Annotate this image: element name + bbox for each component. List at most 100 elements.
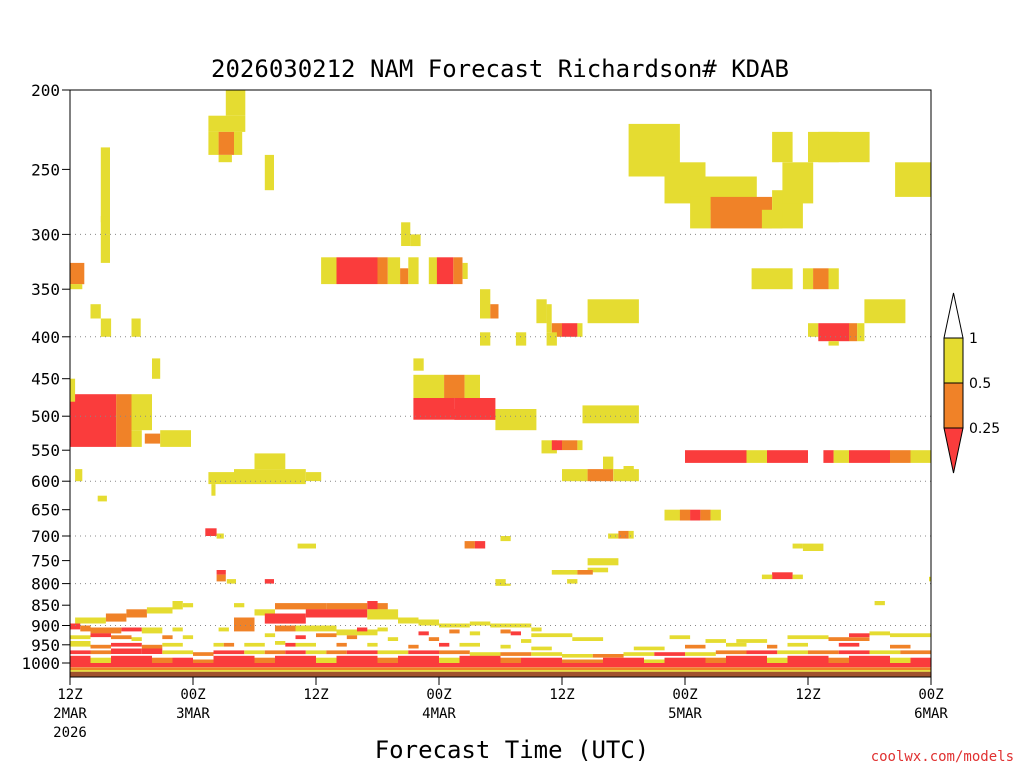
ri-cell-lt-025 xyxy=(121,627,142,632)
ri-cell-05-1 xyxy=(336,629,378,636)
ri-cell-05-1 xyxy=(162,642,183,647)
ri-cell-05-1 xyxy=(608,533,619,539)
ri-cell-lt-025 xyxy=(685,450,747,463)
ri-cell-05-1 xyxy=(623,652,655,656)
ri-cell-05-1 xyxy=(141,627,163,634)
ri-cell-05-1 xyxy=(410,234,421,247)
ri-cell-05-1 xyxy=(439,657,460,664)
ri-cell-05-1 xyxy=(536,299,547,324)
ri-cell-lt-025 xyxy=(70,650,91,655)
ri-cell-lt-025 xyxy=(413,398,455,410)
ri-cell-05-1 xyxy=(792,574,803,580)
ri-cell-lt-025 xyxy=(690,509,701,521)
ri-cell-025-05 xyxy=(685,644,706,649)
ri-cell-025-05 xyxy=(162,635,173,640)
ri-cell-05-1 xyxy=(874,601,885,606)
ri-cell-05-1 xyxy=(218,627,229,632)
ri-cell-05-1 xyxy=(895,162,931,197)
ri-cell-025-05 xyxy=(890,450,911,463)
ri-cell-05-1 xyxy=(531,652,563,656)
ri-cell-05-1 xyxy=(500,583,511,586)
x-tick-label: 6MAR xyxy=(914,706,948,722)
ri-cell-05-1 xyxy=(100,234,110,263)
ri-cell-025-05 xyxy=(223,642,235,647)
y-tick-label: 550 xyxy=(31,441,60,460)
ri-cell-05-1 xyxy=(305,472,322,482)
ri-cell-05-1 xyxy=(70,284,83,290)
ri-cell-025-05 xyxy=(234,617,255,626)
ri-cell-05-1 xyxy=(582,405,639,424)
ri-cell-025-05 xyxy=(116,394,132,447)
ri-cell-025-05 xyxy=(316,633,337,638)
ri-cell-lt-025 xyxy=(910,657,931,664)
y-tick-label: 250 xyxy=(31,160,60,179)
ri-cell-05-1 xyxy=(439,623,470,628)
ri-cell-lt-025 xyxy=(141,648,163,654)
colorbar-lt025 xyxy=(943,427,964,474)
ri-cell-05-1 xyxy=(213,642,224,647)
ri-cell-05-1 xyxy=(321,257,337,285)
ri-cell-lt-025 xyxy=(264,613,306,624)
ri-cell-lt-025 xyxy=(367,601,378,610)
ri-cell-lt-025 xyxy=(336,655,378,663)
ri-cell-05-1 xyxy=(869,631,890,636)
ri-cell-05-1 xyxy=(633,646,665,651)
ri-cell-025-05 xyxy=(326,650,347,655)
ri-cell-05-1 xyxy=(857,323,865,342)
x-tick-label: 00Z xyxy=(672,687,697,703)
ri-cell-025-05 xyxy=(428,637,440,641)
ri-cell-lt-025 xyxy=(111,642,142,647)
ri-cell-025-05 xyxy=(592,654,624,658)
ri-cell-025-05 xyxy=(715,650,747,655)
y-tick-label: 900 xyxy=(31,617,60,636)
ri-cell-05-1 xyxy=(172,627,183,632)
ri-cell-025-05 xyxy=(500,652,532,656)
ri-cell-05-1 xyxy=(792,543,803,549)
ri-cell-025-05 xyxy=(126,609,147,618)
ri-cell-05-1 xyxy=(690,196,711,229)
ri-cell-025-05 xyxy=(218,131,234,155)
ri-cell-lt-025 xyxy=(838,642,860,647)
ri-cell-05-1 xyxy=(316,657,337,664)
y-tick-label: 450 xyxy=(31,370,60,389)
ri-cell-lt-025 xyxy=(603,657,644,664)
ri-cell-05-1 xyxy=(208,115,246,132)
ri-cell-05-1 xyxy=(387,637,399,641)
ri-cell-lt-025 xyxy=(767,450,808,463)
ri-cell-lt-025 xyxy=(172,657,193,664)
surface-ground-band xyxy=(70,671,931,677)
ri-cell-05-1 xyxy=(628,530,634,539)
ri-cell-05-1 xyxy=(131,394,152,431)
ri-cell-05-1 xyxy=(603,456,614,470)
ri-cell-05-1 xyxy=(100,216,110,235)
x-tick-label: 12Z xyxy=(795,687,820,703)
ri-cell-05-1 xyxy=(100,147,110,223)
ri-cell-025-05 xyxy=(275,625,296,632)
colorbar-025-05 xyxy=(943,382,964,429)
ri-cell-lt-025 xyxy=(418,631,429,636)
ri-cell-lt-025 xyxy=(275,655,316,663)
ri-cell-05-1 xyxy=(367,609,399,620)
ri-cell-05-1 xyxy=(225,90,246,116)
ri-cell-05-1 xyxy=(97,495,107,502)
ri-cell-025-05 xyxy=(618,530,629,539)
x-axis-ticks: 12Z 2MAR 2026 00Z 3MAR 12Z 00Z 4MAR 12Z 00Z 5MAR 12… xyxy=(53,677,948,741)
ri-cell-05-1 xyxy=(500,644,511,649)
ri-cell-025-05 xyxy=(90,627,122,634)
ri-cell-05-1 xyxy=(495,579,506,586)
ri-cell-025-05 xyxy=(377,657,398,664)
ri-cell-05-1 xyxy=(710,509,721,521)
ri-cell-05-1 xyxy=(587,299,639,324)
ri-cell-05-1 xyxy=(226,579,236,584)
x-tick-label: 3MAR xyxy=(176,706,210,722)
ri-cell-05-1 xyxy=(864,299,906,324)
ri-cell-lt-025 xyxy=(357,627,368,632)
ri-cell-lt-025 xyxy=(336,257,378,285)
colorbar-label: 0.5 xyxy=(969,376,991,392)
ri-cell-025-05 xyxy=(900,650,932,655)
x-tick-label: 00Z xyxy=(918,687,943,703)
ri-cell-025-05 xyxy=(767,644,778,649)
ri-cell-05-1 xyxy=(808,323,819,337)
ri-cell-025-05 xyxy=(700,509,711,521)
ri-cell-05-1 xyxy=(413,374,445,398)
